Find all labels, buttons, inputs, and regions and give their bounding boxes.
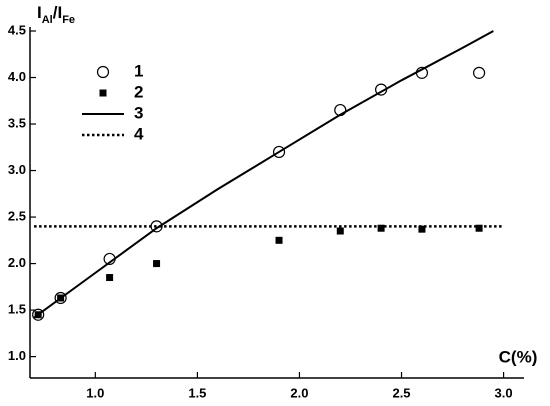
square-marker <box>275 236 283 244</box>
y-axis-label-part: /I <box>53 3 62 22</box>
y-tick-label: 4.0 <box>8 69 26 84</box>
square-marker <box>418 225 426 233</box>
y-axis-label-part: Fe <box>62 14 75 26</box>
y-axis-label-part: I <box>37 3 42 22</box>
square-marker <box>106 274 114 282</box>
x-tick-label: 1.0 <box>86 385 104 400</box>
circle-marker <box>272 145 286 159</box>
y-tick-label: 1.0 <box>8 348 26 363</box>
circle-marker <box>472 66 486 79</box>
square-marker <box>336 227 344 235</box>
y-tick-label: 2.5 <box>8 208 26 223</box>
x-tick-label: 1.5 <box>188 385 206 400</box>
circle-marker <box>54 291 67 305</box>
x-axis-label: C(%) <box>499 347 538 366</box>
legend-label: 2 <box>134 82 143 101</box>
x-tick-label: 2.5 <box>392 385 410 400</box>
square-marker <box>377 224 385 232</box>
circle-marker <box>32 308 45 321</box>
legend-label: 3 <box>134 103 143 122</box>
y-axis-label-part: Al <box>42 14 53 26</box>
square-marker <box>153 260 161 268</box>
y-axis-label: IAl/IFe <box>37 3 75 25</box>
legend-label: 4 <box>134 124 144 143</box>
y-tick-label: 2.0 <box>8 255 26 270</box>
x-tick-label: 2.0 <box>290 385 308 400</box>
legend-label: 1 <box>134 61 143 80</box>
y-tick-label: 3.0 <box>8 162 26 177</box>
y-tick-label: 1.5 <box>8 302 26 317</box>
fit-line <box>33 30 494 319</box>
y-tick-label: 3.5 <box>8 115 26 130</box>
y-tick-label: 4.5 <box>8 22 26 37</box>
square-marker <box>475 224 483 232</box>
legend-symbol <box>99 89 107 97</box>
x-tick-label: 3.0 <box>495 385 513 400</box>
legend-symbol <box>96 65 110 79</box>
